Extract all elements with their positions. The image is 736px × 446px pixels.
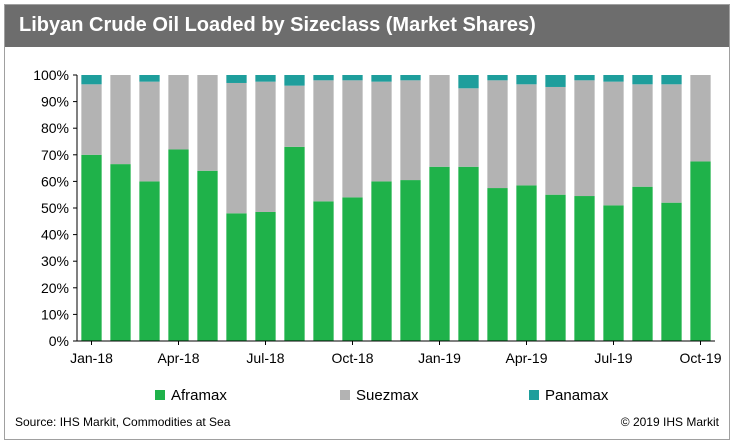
legend-suezmax-swatch	[340, 390, 350, 400]
bar-aframax	[226, 213, 247, 341]
chart-area: 0% 10% 20% 30% 40% 50% 60% 70% 80% 90% 100% Jan-18 A…	[33, 67, 722, 366]
bar-aframax	[371, 181, 392, 341]
bar-aframax	[545, 194, 566, 341]
bar-suezmax	[139, 81, 160, 182]
bar-aframax	[284, 146, 305, 341]
bar-suezmax	[545, 86, 566, 195]
bar-panamax	[139, 75, 160, 82]
x-tick-label: Jul-19	[594, 350, 632, 366]
legend-panamax: Panamax	[529, 385, 608, 405]
bar-panamax	[371, 75, 392, 82]
bar-aframax	[197, 170, 218, 341]
x-tick-label: Oct-19	[679, 350, 721, 366]
legend-suezmax-label: Suezmax	[356, 386, 419, 404]
bar-suezmax	[690, 75, 711, 162]
bar-aframax	[139, 181, 160, 341]
bar-suezmax	[516, 84, 537, 186]
bar-aframax	[81, 154, 102, 341]
bar-suezmax	[226, 82, 247, 214]
bar-panamax	[313, 75, 334, 81]
bar-panamax	[284, 75, 305, 86]
bar-aframax	[255, 211, 276, 341]
bar-aframax	[458, 166, 479, 341]
legend: Aframax Suezmax Panamax	[5, 385, 731, 405]
legend-suezmax: Suezmax	[340, 385, 419, 405]
y-tick-label: 30%	[41, 253, 69, 269]
legend-panamax-label: Panamax	[545, 386, 609, 404]
bar-panamax	[516, 75, 537, 85]
x-tick-label: Oct-18	[331, 350, 373, 366]
x-tick-label: Jan-19	[418, 350, 461, 366]
y-tick-label: 80%	[41, 120, 69, 136]
source-note: Source: IHS Markit, Commodities at Sea	[15, 415, 231, 429]
bar-suezmax	[81, 84, 102, 155]
y-tick-label: 100%	[33, 67, 69, 83]
legend-aframax: Aframax	[155, 385, 227, 405]
bar-aframax	[516, 185, 537, 341]
x-tick-label: Jul-18	[246, 350, 284, 366]
bar-suezmax	[458, 88, 479, 167]
bar-aframax	[574, 196, 595, 341]
bar-suezmax	[487, 80, 508, 189]
y-tick-label: 40%	[41, 227, 69, 243]
y-tick-label: 50%	[41, 200, 69, 216]
bar-panamax	[458, 75, 479, 89]
bar-suezmax	[313, 80, 334, 202]
bar-suezmax	[168, 75, 189, 150]
bar-aframax	[313, 201, 334, 341]
bar-panamax	[545, 75, 566, 87]
bar-aframax	[690, 161, 711, 341]
y-tick-label: 60%	[41, 173, 69, 189]
y-tick-label: 10%	[41, 306, 69, 322]
bar-suezmax	[255, 81, 276, 212]
legend-aframax-swatch	[155, 390, 165, 400]
bar-panamax	[574, 75, 595, 81]
bar-aframax	[400, 180, 421, 341]
bar-panamax	[255, 75, 276, 82]
bar-aframax	[603, 205, 624, 341]
x-tick-label: Apr-19	[505, 350, 547, 366]
chart-title: Libyan Crude Oil Loaded by Sizeclass (Ma…	[19, 14, 536, 36]
bar-panamax	[487, 75, 508, 81]
y-tick-label: 0%	[49, 333, 69, 349]
bar-panamax	[342, 75, 363, 81]
bar-aframax	[168, 149, 189, 341]
x-tick-label: Jan-18	[70, 350, 113, 366]
bar-aframax	[661, 202, 682, 341]
bar-suezmax	[342, 80, 363, 198]
y-tick-label: 20%	[41, 280, 69, 296]
bar-suezmax	[284, 85, 305, 147]
bar-panamax	[400, 75, 421, 81]
bar-suezmax	[429, 75, 450, 167]
bar-suezmax	[110, 75, 131, 165]
bar-suezmax	[661, 84, 682, 203]
x-tick-label: Apr-18	[157, 350, 199, 366]
bar-panamax	[632, 75, 653, 85]
bar-suezmax	[632, 84, 653, 187]
bar-aframax	[342, 197, 363, 341]
bar-panamax	[661, 75, 682, 85]
bar-suezmax	[574, 80, 595, 197]
bar-aframax	[429, 166, 450, 341]
bar-suezmax	[400, 80, 421, 181]
bar-panamax	[603, 75, 624, 82]
legend-panamax-swatch	[529, 390, 539, 400]
chart-frame: Libyan Crude Oil Loaded by Sizeclass (Ma…	[4, 4, 730, 440]
bar-aframax	[110, 164, 131, 341]
bar-suezmax	[371, 81, 392, 182]
bar-aframax	[487, 188, 508, 341]
bar-suezmax	[197, 75, 218, 171]
bar-panamax	[81, 75, 102, 85]
y-tick-label: 90%	[41, 94, 69, 110]
bar-aframax	[632, 186, 653, 341]
bar-panamax	[226, 75, 247, 83]
y-tick-label: 70%	[41, 147, 69, 163]
copyright-note: © 2019 IHS Markit	[620, 415, 719, 429]
title-bar: Libyan Crude Oil Loaded by Sizeclass (Ma…	[5, 5, 729, 47]
legend-aframax-label: Aframax	[171, 386, 227, 404]
bar-suezmax	[603, 81, 624, 206]
